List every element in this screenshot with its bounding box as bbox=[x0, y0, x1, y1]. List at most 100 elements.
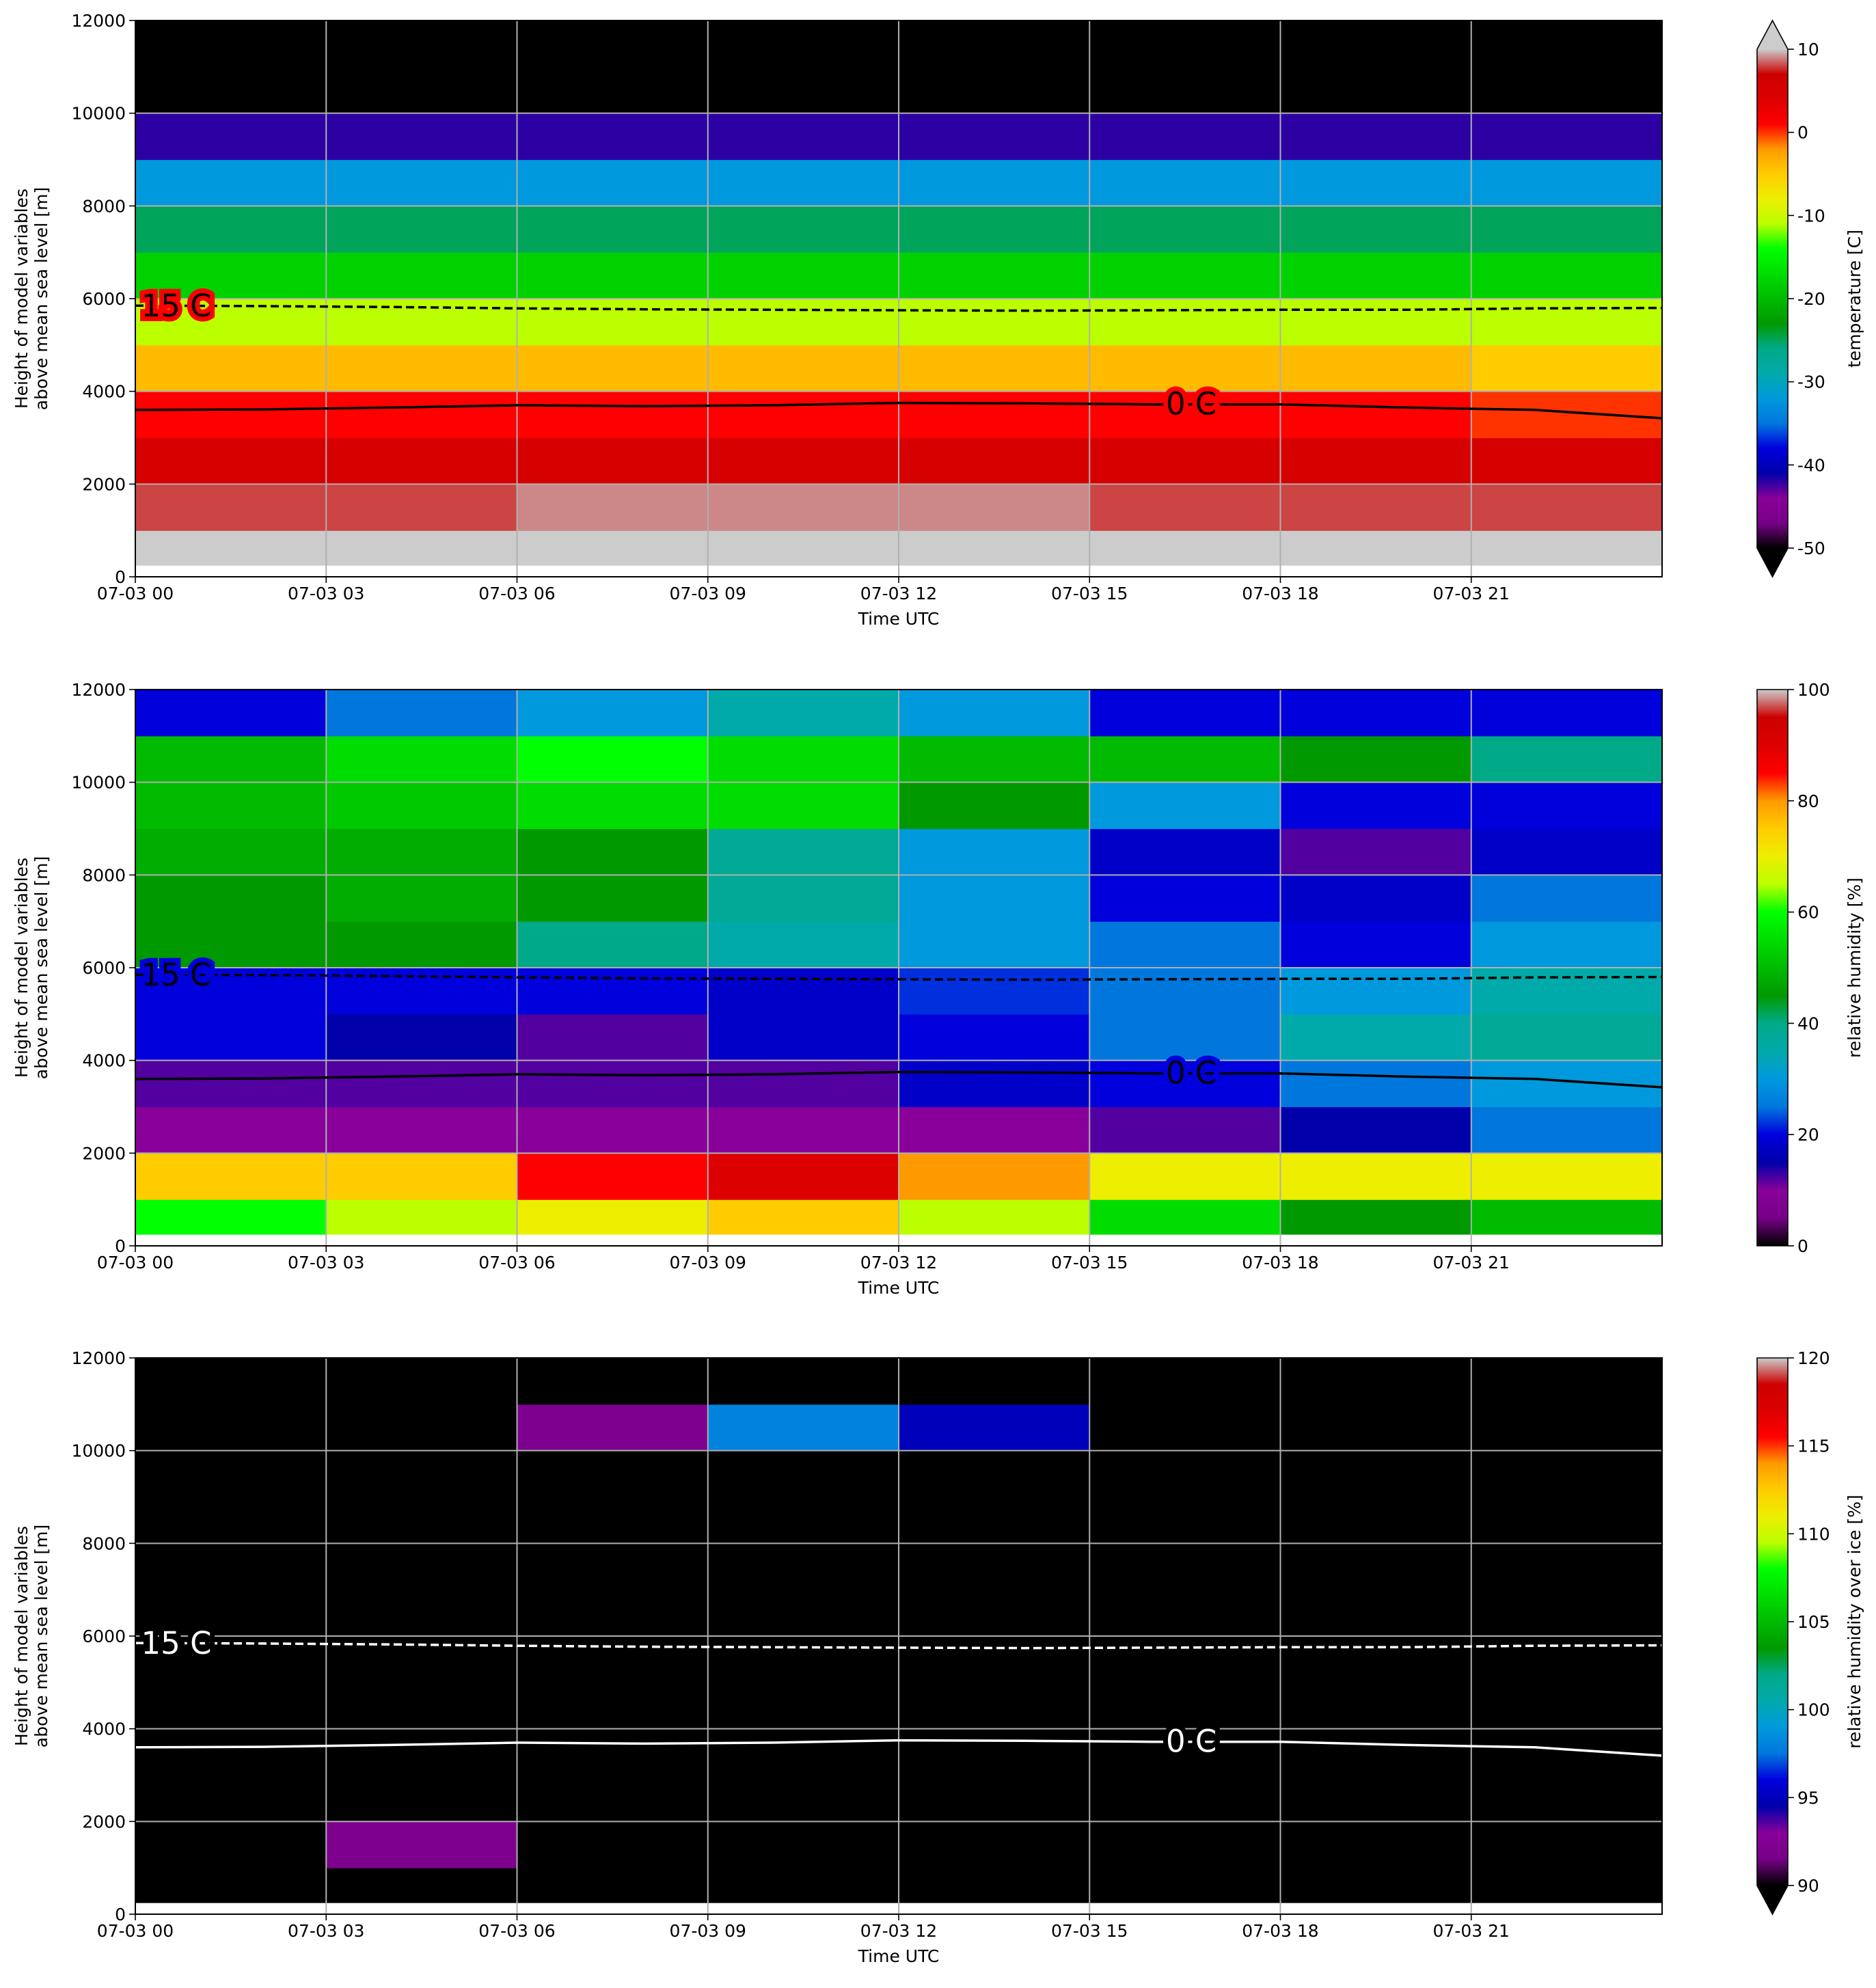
heat-cell bbox=[707, 299, 899, 346]
heat-cell bbox=[1089, 1543, 1281, 1590]
heat-cell bbox=[1089, 968, 1281, 1015]
colorbar bbox=[1757, 49, 1788, 548]
heat-cell bbox=[135, 437, 327, 485]
heat-cell bbox=[707, 113, 899, 161]
heat-cell bbox=[707, 1636, 899, 1683]
heat-cell bbox=[135, 1590, 327, 1637]
y-tick-label: 6000 bbox=[82, 1626, 126, 1646]
heat-cell bbox=[326, 1450, 518, 1498]
x-tick-label: 07-03 09 bbox=[670, 1253, 746, 1272]
contour-line bbox=[135, 973, 1662, 981]
heat-cell bbox=[899, 782, 1090, 830]
y-tick-label: 8000 bbox=[82, 865, 126, 885]
colorbar-tick-label: -50 bbox=[1797, 539, 1825, 558]
y-tick-label: 2000 bbox=[82, 474, 126, 494]
heat-cell bbox=[1280, 1404, 1472, 1452]
heat-cell bbox=[517, 1821, 709, 1868]
heat-cell bbox=[1280, 1636, 1472, 1683]
heat-cell bbox=[707, 875, 899, 922]
heat-cell bbox=[517, 1868, 709, 1903]
heat-cell bbox=[707, 391, 899, 439]
heat-cell bbox=[1280, 530, 1472, 566]
heat-cell bbox=[899, 1775, 1090, 1822]
y-tick-label: 2000 bbox=[82, 1812, 126, 1832]
heat-cell bbox=[326, 1358, 518, 1405]
heat-cell bbox=[1089, 735, 1281, 783]
heat-cell bbox=[1280, 1775, 1472, 1822]
heat-cell bbox=[1089, 1728, 1281, 1776]
heat-cell bbox=[326, 1013, 518, 1061]
heat-cell bbox=[899, 391, 1090, 439]
heat-cell bbox=[326, 1636, 518, 1683]
colorbar bbox=[1757, 1358, 1788, 1885]
heat-cell bbox=[517, 1636, 709, 1683]
heat-cell bbox=[1280, 735, 1472, 783]
x-tick-label: 07-03 03 bbox=[288, 1253, 364, 1272]
heat-cell bbox=[326, 735, 518, 783]
heat-cell bbox=[707, 735, 899, 783]
heat-cell bbox=[1089, 782, 1281, 830]
heat-cell bbox=[326, 1543, 518, 1590]
heat-cell bbox=[1280, 1497, 1472, 1544]
heat-cell bbox=[517, 530, 709, 566]
heat-cell bbox=[1089, 1775, 1281, 1822]
heat-cell bbox=[1471, 530, 1663, 566]
heat-cell bbox=[1089, 1060, 1281, 1108]
heat-cell bbox=[899, 1450, 1090, 1498]
colorbar-extend bbox=[1757, 548, 1788, 577]
heat-cell bbox=[517, 828, 709, 875]
heat-cell bbox=[1471, 344, 1663, 392]
heat-cell bbox=[1471, 1013, 1663, 1061]
heat-cell bbox=[135, 1775, 327, 1822]
heat-cell bbox=[1089, 1153, 1281, 1200]
heat-cell bbox=[135, 206, 327, 253]
heat-cell bbox=[1089, 530, 1281, 566]
x-tick-label: 07-03 21 bbox=[1433, 584, 1510, 603]
heat-cell bbox=[135, 1497, 327, 1544]
heat-cell bbox=[1471, 1728, 1663, 1776]
heat-cell bbox=[1471, 1682, 1663, 1730]
colorbar-label: relative humidity over ice [%] bbox=[1845, 1495, 1864, 1749]
x-tick-label: 07-03 12 bbox=[860, 1921, 937, 1941]
heat-cell bbox=[707, 782, 899, 830]
colorbar-tick-label: 20 bbox=[1797, 1125, 1819, 1145]
heat-cell bbox=[1089, 1590, 1281, 1637]
x-tick-label: 07-03 09 bbox=[670, 584, 746, 603]
heat-cell bbox=[326, 159, 518, 206]
heat-cell bbox=[1089, 828, 1281, 875]
heat-cell bbox=[517, 968, 709, 1015]
colorbar-frame bbox=[1756, 1357, 1789, 1916]
heat-cell bbox=[326, 921, 518, 968]
heat-cell bbox=[1471, 21, 1663, 68]
heat-cell bbox=[517, 1404, 709, 1452]
heat-cell bbox=[899, 1106, 1090, 1154]
heat-cell bbox=[1280, 1450, 1472, 1498]
heat-cell bbox=[1471, 1821, 1663, 1868]
heat-cell bbox=[326, 1821, 518, 1868]
heat-cell bbox=[517, 1106, 709, 1154]
heat-cell bbox=[1471, 921, 1663, 968]
heat-cell bbox=[326, 391, 518, 439]
heat-cell bbox=[899, 1404, 1090, 1452]
heat-cell bbox=[517, 299, 709, 346]
heat-cell bbox=[707, 1682, 899, 1730]
heat-cell bbox=[326, 437, 518, 485]
heat-cell bbox=[899, 735, 1090, 783]
heat-cell bbox=[1471, 1497, 1663, 1544]
y-tick-label: 0 bbox=[115, 1236, 126, 1256]
y-axis-label: above mean sea level [m] bbox=[31, 856, 51, 1079]
heat-cell bbox=[899, 113, 1090, 161]
heat-cell bbox=[1089, 484, 1281, 531]
heat-cell bbox=[1280, 1153, 1472, 1200]
heat-cell bbox=[1089, 1682, 1281, 1730]
heat-cell bbox=[899, 968, 1090, 1015]
heat-cell bbox=[1089, 1358, 1281, 1405]
heat-cell bbox=[517, 735, 709, 783]
colorbar-label: temperature [C] bbox=[1845, 230, 1864, 368]
heat-cell bbox=[1089, 921, 1281, 968]
y-tick-label: 2000 bbox=[82, 1143, 126, 1163]
heat-cell bbox=[1089, 1636, 1281, 1683]
heat-cell bbox=[517, 437, 709, 485]
heat-cell bbox=[899, 206, 1090, 253]
y-tick-label: 12000 bbox=[71, 11, 126, 31]
